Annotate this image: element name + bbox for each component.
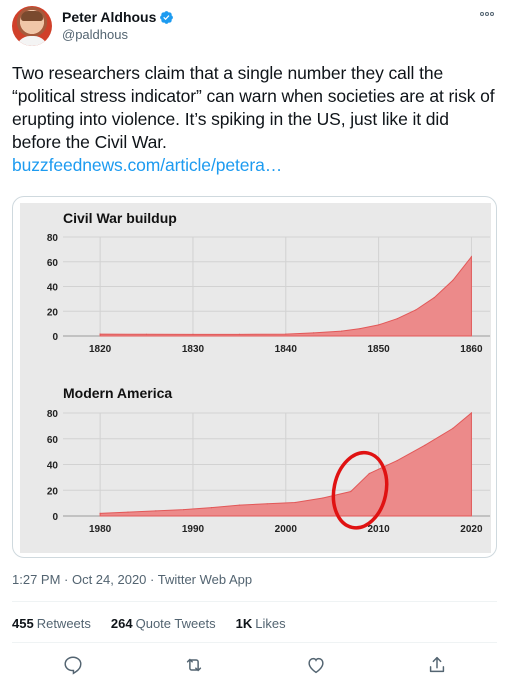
avatar[interactable]: [12, 6, 52, 46]
likes-stat[interactable]: 1K Likes: [235, 616, 286, 631]
data-point: [127, 511, 129, 513]
x-tick-label: 1820: [89, 344, 112, 355]
x-tick-label: 1830: [182, 344, 205, 355]
x-tick-label: 2020: [460, 524, 483, 535]
tweet-text: Two researchers claim that a single numb…: [12, 63, 495, 152]
tweet-stats: 455 Retweets 264 Quote Tweets 1K Likes: [12, 616, 286, 631]
tweet-media[interactable]: Civil War buildup 0 20 40 60 80 1820 1830 1840 18…: [12, 196, 497, 558]
divider: [12, 601, 497, 602]
data-point: [359, 328, 361, 330]
x-tick-label: 1850: [367, 344, 390, 355]
data-point: [313, 332, 315, 334]
y-tick-label: 0: [52, 512, 58, 523]
x-tick-label: 1840: [275, 344, 298, 355]
y-tick-label: 80: [47, 409, 59, 420]
verified-badge-icon: [160, 10, 174, 24]
more-icon[interactable]: [479, 10, 495, 18]
author-name-row[interactable]: Peter Aldhous: [62, 9, 174, 25]
like-icon[interactable]: [305, 654, 327, 676]
data-point: [266, 503, 268, 505]
x-tick-label: 1990: [182, 524, 205, 535]
data-point: [145, 333, 148, 335]
charts-svg: Civil War buildup 0 20 40 60 80 1820 1830 1840 18…: [47, 210, 490, 535]
data-point: [470, 256, 472, 258]
y-tick-label: 20: [47, 307, 59, 318]
author-name[interactable]: Peter Aldhous: [62, 9, 157, 25]
retweet-icon[interactable]: [183, 654, 205, 676]
y-tick-label: 60: [47, 435, 59, 446]
data-point: [99, 512, 101, 514]
reply-icon[interactable]: [62, 654, 84, 676]
chart-image: Civil War buildup 0 20 40 60 80 1820 1830 1840 18…: [20, 203, 491, 553]
data-point: [452, 427, 454, 429]
x-tick-label: 1860: [460, 344, 483, 355]
data-point: [99, 333, 101, 335]
data-point: [452, 279, 454, 281]
annotation-circle: [331, 450, 389, 530]
quote-tweets-stat[interactable]: 264 Quote Tweets: [110, 616, 216, 631]
tweet-timestamp[interactable]: 1:27 PM · Oct 24, 2020 · Twitter Web App: [12, 572, 253, 587]
chart-title: Modern America: [63, 385, 172, 401]
data-point: [396, 318, 398, 320]
author-handle[interactable]: @paldhous: [62, 27, 128, 42]
data-point: [183, 509, 185, 511]
data-point: [155, 510, 157, 512]
x-tick-label: 2000: [275, 524, 298, 535]
retweets-stat[interactable]: 455 Retweets: [12, 616, 91, 631]
data-point: [322, 497, 324, 499]
article-link[interactable]: buzzfeednews.com/article/petera…: [12, 155, 283, 175]
share-icon[interactable]: [426, 654, 448, 676]
data-point: [368, 472, 370, 475]
data-point: [294, 501, 296, 504]
y-tick-label: 80: [47, 233, 59, 244]
tweet-body: Two researchers claim that a single numb…: [12, 62, 502, 177]
data-point: [470, 412, 472, 414]
area-series: [99, 411, 472, 517]
chart-title: Civil War buildup: [63, 210, 177, 226]
y-tick-label: 40: [47, 283, 59, 294]
data-point: [285, 333, 287, 335]
y-tick-label: 60: [47, 258, 59, 269]
data-point: [238, 504, 240, 506]
data-point: [415, 309, 417, 311]
avatar-shirt: [16, 36, 48, 46]
tweet-header: Peter Aldhous @paldhous: [12, 6, 497, 50]
data-point: [210, 507, 213, 509]
data-point: [238, 333, 240, 335]
data-point: [433, 297, 435, 299]
y-tick-label: 20: [47, 486, 59, 497]
data-point: [192, 333, 194, 335]
data-point: [340, 330, 343, 332]
tweet-actions: [12, 654, 497, 676]
data-point: [350, 490, 352, 493]
data-point: [378, 324, 380, 326]
data-point: [424, 444, 426, 446]
y-tick-label: 40: [47, 461, 59, 472]
x-tick-label: 1980: [89, 524, 112, 535]
avatar-hair: [21, 11, 43, 21]
y-tick-label: 0: [52, 332, 58, 343]
x-tick-label: 2010: [367, 524, 390, 535]
divider: [12, 642, 497, 643]
data-point: [396, 460, 398, 462]
